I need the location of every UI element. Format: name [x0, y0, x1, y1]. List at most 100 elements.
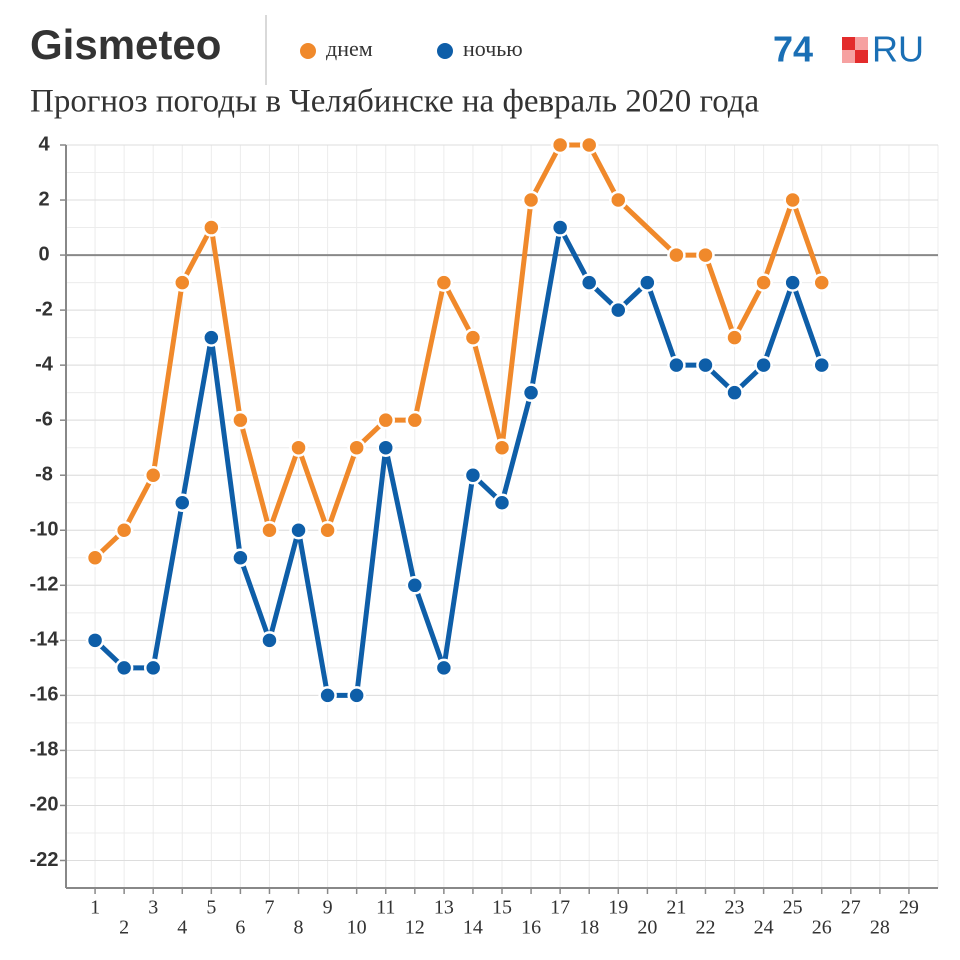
point — [492, 493, 512, 512]
point — [725, 383, 744, 402]
series-line — [93, 142, 825, 560]
y-tick-label: 0 — [38, 243, 49, 265]
point — [579, 135, 599, 155]
x-tick-label: 7 — [264, 897, 274, 919]
point — [550, 135, 570, 155]
y-tick-label: -22 — [30, 849, 59, 871]
point — [318, 686, 337, 705]
x-tick-label: 17 — [550, 897, 570, 919]
x-tick-label: 29 — [899, 897, 919, 919]
logo-number: 74 — [773, 29, 813, 70]
point — [231, 410, 250, 430]
x-tick-label: 24 — [754, 917, 774, 939]
x-tick-label: 9 — [323, 897, 333, 919]
point — [667, 245, 686, 265]
point — [376, 410, 395, 430]
point — [85, 548, 105, 568]
series-line — [93, 225, 825, 698]
point — [202, 328, 221, 347]
y-tick-label: -14 — [30, 629, 60, 651]
x-tick-label: 15 — [492, 897, 512, 919]
x-tick-label: 5 — [206, 897, 216, 919]
point — [783, 273, 802, 292]
x-tick-label: 21 — [666, 897, 686, 919]
legend-label: ночью — [463, 36, 523, 61]
x-tick-label: 11 — [376, 897, 395, 919]
y-tick-label: -2 — [35, 298, 53, 320]
point — [812, 273, 831, 292]
logo-squares — [842, 37, 868, 63]
x-tick-label: 14 — [463, 917, 483, 939]
x-tick-label: 6 — [235, 917, 245, 939]
logo-suffix: RU — [872, 29, 924, 70]
point — [754, 355, 773, 375]
point — [812, 355, 831, 375]
x-tick-label: 28 — [870, 917, 890, 939]
x-tick-label: 19 — [608, 897, 628, 919]
point — [638, 273, 657, 292]
y-tick-label: -20 — [30, 794, 59, 816]
y-tick-label: -12 — [30, 574, 59, 596]
x-tick-label: 22 — [695, 917, 715, 939]
y-tick-label: 2 — [38, 188, 49, 210]
point — [405, 410, 425, 430]
x-tick-label: 1 — [90, 897, 100, 919]
point — [289, 521, 308, 540]
x-tick-label: 25 — [783, 897, 803, 919]
point — [143, 658, 163, 678]
x-tick-label: 16 — [521, 917, 541, 939]
point — [579, 273, 599, 292]
point — [260, 521, 279, 540]
x-tick-label: 2 — [119, 917, 129, 939]
x-tick-label: 8 — [294, 917, 304, 939]
point — [347, 686, 366, 705]
y-tick-label: -10 — [30, 519, 59, 541]
y-tick-label: -8 — [35, 464, 53, 486]
point — [463, 328, 483, 347]
point — [114, 658, 134, 678]
point — [696, 245, 715, 265]
point — [550, 218, 570, 237]
point — [754, 273, 773, 292]
point — [783, 190, 802, 210]
point — [85, 631, 105, 650]
x-tick-label: 18 — [579, 917, 599, 939]
legend-marker — [298, 41, 318, 61]
point — [521, 383, 541, 402]
point — [289, 438, 308, 457]
x-tick-label: 4 — [177, 917, 187, 939]
x-tick-label: 3 — [148, 897, 158, 919]
brand: Gismeteo — [30, 21, 221, 68]
x-tick-label: 23 — [725, 897, 745, 919]
point — [347, 438, 366, 457]
legend-label: днем — [326, 36, 373, 61]
point — [173, 493, 192, 512]
point — [114, 521, 134, 540]
point — [231, 548, 250, 568]
point — [463, 465, 483, 485]
point — [434, 658, 454, 678]
x-tick-label: 20 — [637, 917, 657, 939]
y-tick-label: -16 — [30, 684, 59, 706]
x-tick-label: 27 — [841, 897, 861, 919]
point — [609, 190, 628, 210]
legend-marker — [435, 41, 455, 61]
y-tick-label: -18 — [30, 739, 59, 761]
y-tick-label: -4 — [35, 353, 54, 375]
legend: днем ночью — [298, 36, 523, 61]
point — [376, 438, 395, 457]
point — [434, 273, 454, 292]
point — [725, 328, 744, 347]
x-tick-label: 13 — [434, 897, 454, 919]
chart-title: Прогноз погоды в Челябинске на февраль 2… — [30, 84, 760, 120]
point — [202, 218, 221, 237]
point — [609, 300, 628, 320]
x-tick-label: 10 — [347, 917, 367, 939]
point — [318, 521, 337, 540]
x-tick-label: 12 — [405, 917, 425, 939]
point — [696, 355, 715, 375]
point — [173, 273, 192, 292]
x-tick-label: 26 — [812, 917, 832, 939]
point — [143, 465, 163, 485]
